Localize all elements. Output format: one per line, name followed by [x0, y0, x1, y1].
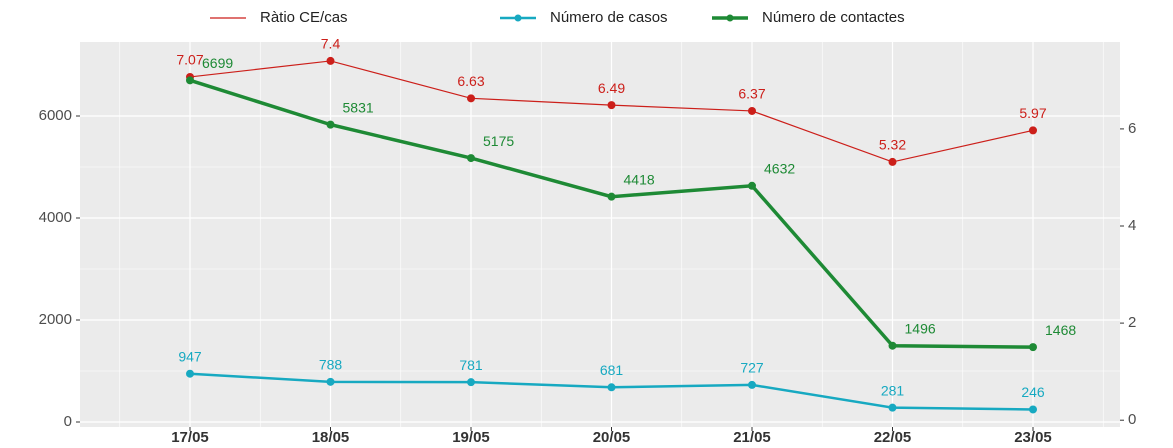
point — [186, 369, 194, 378]
x-tick-label: 18/05 — [312, 429, 350, 443]
x-tick-label: 21/05 — [733, 429, 771, 443]
point — [326, 56, 335, 65]
legend-key-point — [514, 14, 522, 22]
point — [888, 341, 897, 350]
legend-label: Número de casos — [550, 9, 668, 26]
point — [467, 154, 475, 163]
data-label: 4418 — [624, 171, 655, 187]
point — [607, 192, 616, 201]
data-label: 246 — [1021, 384, 1045, 400]
y2-tick-label: 0 — [1128, 411, 1136, 428]
point — [467, 378, 475, 387]
point — [748, 181, 756, 190]
data-label: 5175 — [483, 133, 514, 149]
y-tick-label: 6000 — [39, 107, 72, 124]
x-tick-label: 17/05 — [171, 429, 209, 443]
legend-label: Número de contactes — [762, 9, 905, 26]
point — [1029, 343, 1037, 352]
data-label: 5831 — [343, 99, 374, 115]
y-tick-label: 4000 — [39, 209, 72, 226]
data-label: 1468 — [1045, 322, 1076, 338]
point — [748, 106, 756, 115]
x-tick-label: 20/05 — [593, 429, 631, 443]
legend-key-point — [726, 14, 734, 22]
data-label: 947 — [178, 348, 202, 364]
y2-tick-label: 2 — [1128, 314, 1136, 331]
data-label: 5.32 — [879, 137, 906, 153]
point — [607, 383, 616, 392]
legend-label: Ràtio CE/cas — [260, 9, 348, 26]
data-label: 6.37 — [738, 86, 765, 102]
point — [186, 76, 194, 85]
x-tick-label: 19/05 — [452, 429, 490, 443]
point — [326, 377, 335, 386]
x-tick-label: 23/05 — [1014, 429, 1052, 443]
point — [888, 157, 897, 166]
data-label: 6.49 — [598, 80, 625, 96]
data-label: 281 — [881, 382, 905, 398]
data-label: 6.63 — [457, 73, 484, 89]
data-label: 788 — [319, 357, 343, 373]
data-label: 7.07 — [176, 52, 203, 68]
point — [1029, 405, 1037, 414]
data-label: 6699 — [202, 55, 233, 71]
data-label: 4632 — [764, 160, 795, 176]
y-tick-label: 0 — [64, 413, 72, 430]
data-label: 727 — [740, 360, 764, 376]
y2-tick-label: 6 — [1128, 120, 1136, 137]
y-tick-label: 2000 — [39, 311, 72, 328]
point — [888, 403, 897, 412]
panel — [80, 42, 1120, 427]
point — [1029, 126, 1037, 135]
point — [607, 101, 616, 110]
data-label: 5.97 — [1019, 105, 1046, 121]
data-label: 7.4 — [321, 36, 341, 52]
point — [748, 380, 756, 389]
point — [467, 94, 475, 103]
y2-tick-label: 4 — [1128, 217, 1136, 234]
x-tick-label: 22/05 — [874, 429, 912, 443]
data-label: 681 — [600, 362, 624, 378]
data-label: 1496 — [905, 320, 936, 336]
data-label: 781 — [459, 357, 483, 373]
point — [326, 120, 335, 129]
